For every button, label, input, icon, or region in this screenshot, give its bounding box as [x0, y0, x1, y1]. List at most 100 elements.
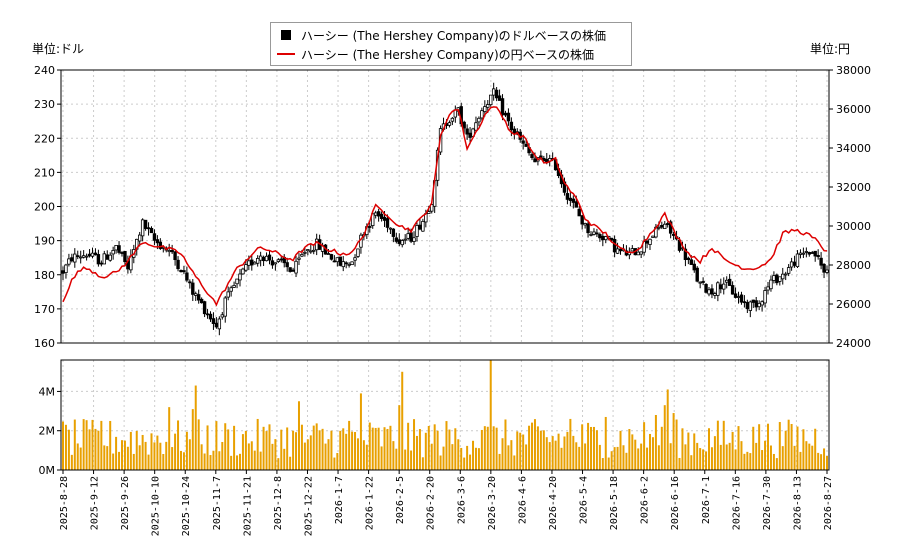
volume-bar: [188, 439, 191, 470]
candle-body: [394, 237, 399, 242]
candle-body: [450, 117, 455, 122]
volume-bar: [672, 413, 675, 470]
left-tick-label: 170: [34, 303, 55, 316]
volume-bar: [280, 429, 283, 470]
volume-bar: [572, 435, 575, 470]
volume-bar: [144, 441, 147, 470]
candle-body: [267, 254, 272, 261]
candle-body: [825, 269, 829, 273]
volume-tick-label: 2M: [39, 425, 56, 438]
volume-bar: [112, 453, 115, 470]
candle-body: [400, 240, 404, 246]
candle-body: [70, 257, 74, 262]
candle-body: [303, 251, 307, 254]
candle-body: [368, 226, 372, 228]
candle-body: [300, 254, 304, 257]
candle-body: [194, 293, 198, 296]
candle-body: [786, 267, 791, 274]
candle-body: [533, 158, 537, 163]
candle-body: [586, 223, 590, 234]
volume-bar: [191, 409, 194, 470]
volume-bar: [401, 371, 404, 470]
volume-bar: [489, 360, 492, 470]
candle-body: [813, 250, 817, 257]
volume-bar: [436, 430, 439, 470]
volume-bar: [531, 422, 534, 470]
candle-body: [583, 223, 587, 226]
volume-bar: [651, 437, 654, 470]
volume-bar: [120, 440, 123, 470]
candle-body: [760, 301, 764, 306]
candle-body: [683, 248, 688, 260]
candle-body: [565, 193, 570, 200]
volume-bar: [820, 454, 823, 470]
volume-bar: [649, 433, 652, 470]
volume-bar: [415, 435, 418, 470]
candle-body: [415, 225, 419, 237]
volume-bar: [533, 419, 536, 470]
volume-bar: [702, 449, 705, 470]
volume-bar: [631, 434, 634, 470]
candle-body: [716, 282, 720, 296]
x-tick-label: 2025-11-21: [242, 476, 253, 536]
candle-body: [285, 262, 289, 268]
volume-bar: [324, 443, 327, 470]
volume-bar: [563, 436, 566, 470]
volume-bar: [469, 454, 472, 470]
volume-bar: [359, 393, 362, 470]
candle-body: [202, 301, 207, 315]
candle-body: [332, 260, 337, 263]
candle-body: [592, 231, 596, 235]
volume-bar: [150, 433, 153, 470]
volume-bar: [221, 441, 224, 470]
right-tick-label: 32000: [836, 181, 871, 194]
volume-bar: [286, 427, 289, 470]
volume-bar: [230, 455, 233, 470]
volume-bar: [371, 427, 374, 470]
volume-bar: [115, 436, 118, 470]
volume-axis-ticks: 0M 2M 4M: [39, 385, 61, 477]
candle-body: [418, 224, 422, 230]
volume-bar: [542, 430, 545, 470]
volume-bar: [277, 458, 280, 470]
candle-body: [347, 263, 351, 266]
volume-plot-frame: [60, 359, 830, 471]
volume-bar: [560, 447, 563, 470]
volume-bar: [179, 450, 182, 470]
volume-bar: [91, 419, 94, 470]
candle-body: [173, 251, 177, 261]
volume-bar: [595, 430, 598, 470]
candle-body: [748, 301, 753, 311]
candle-body: [707, 289, 711, 295]
candle-body: [695, 267, 699, 282]
volume-bar: [209, 455, 212, 470]
volume-bar: [386, 428, 389, 470]
candle-body: [379, 213, 384, 219]
candle-body: [373, 212, 378, 216]
volume-bar: [297, 401, 300, 470]
volume-bar: [758, 424, 761, 470]
right-tick-label: 30000: [836, 220, 871, 233]
candle-body: [506, 112, 511, 122]
volume-bar: [336, 452, 339, 470]
volume-bar: [802, 429, 805, 470]
candle-body: [61, 270, 65, 274]
volume-bar: [88, 429, 91, 470]
candle-body: [612, 239, 617, 253]
candle-body: [114, 245, 118, 251]
volume-bar: [710, 447, 713, 470]
volume-bar: [551, 436, 554, 470]
volume-bar: [70, 454, 73, 470]
volume-bar: [811, 445, 814, 470]
volume-bar: [684, 444, 687, 470]
volume-bar: [826, 455, 828, 470]
volume-bar: [548, 442, 551, 470]
left-axis-ticks: 160 170 180 190 200 210 220 230 240: [34, 64, 61, 350]
candle-body: [427, 211, 431, 214]
candle-body: [67, 258, 71, 265]
candle-body: [179, 269, 183, 273]
volume-bar: [448, 429, 451, 470]
legend-label-jpy: ハーシー (The Hershey Company)の円ベースの株価: [301, 47, 595, 62]
volume-bar: [513, 455, 516, 470]
volume-bar: [168, 407, 171, 470]
